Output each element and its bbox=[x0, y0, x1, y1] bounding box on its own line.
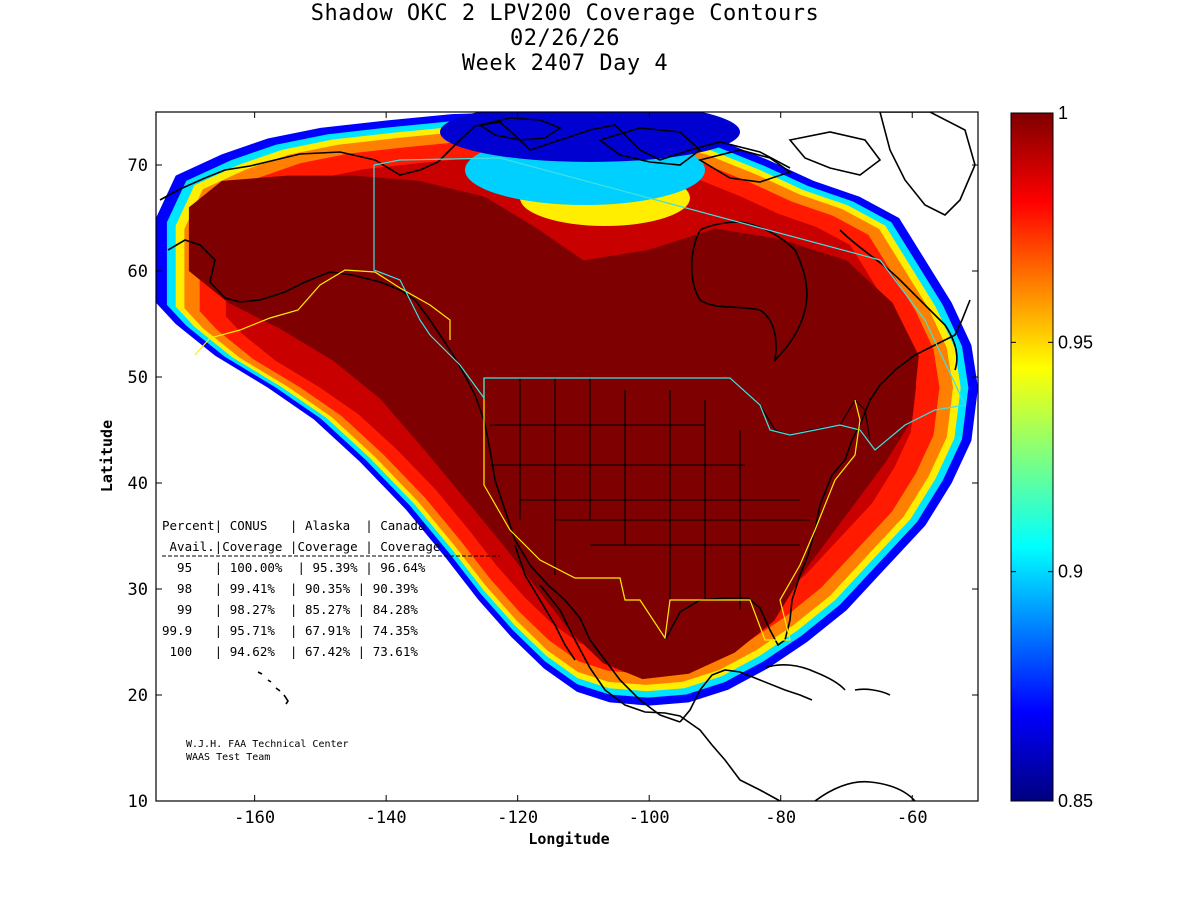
coastline-alaska-westcoast bbox=[159, 121, 791, 201]
stats-row: 95 | 100.00% | 95.39% | 96.64% bbox=[162, 560, 426, 575]
boundary-alaska-yellow bbox=[194, 269, 451, 356]
title-line-1: Shadow OKC 2 LPV200 Coverage Contours bbox=[310, 1, 820, 26]
x-tick-label: -140 bbox=[366, 808, 407, 828]
coastline-alaska-peninsula bbox=[167, 239, 681, 723]
arctic-notch-blue bbox=[440, 112, 740, 162]
title-line-3: Week 2407 Day 4 bbox=[461, 51, 669, 76]
y-tick-label: 10 bbox=[128, 792, 148, 812]
stats-row: 99 | 98.27% | 85.27% | 84.28% bbox=[162, 602, 418, 617]
coastline-hudson-bay bbox=[690, 221, 808, 363]
y-tick-label: 40 bbox=[128, 474, 148, 494]
boundary-canada-cyan bbox=[373, 157, 966, 451]
colorbar-tick-label: 0.95 bbox=[1058, 332, 1093, 352]
coastline-baja bbox=[514, 544, 576, 661]
stats-table: Percent| CONUS | Alaska | Canada Avail.|… bbox=[162, 518, 500, 659]
y-tick-label: 70 bbox=[128, 156, 148, 176]
colorbar bbox=[1010, 112, 1054, 802]
x-tick-label: -60 bbox=[897, 808, 928, 828]
colorbar-tick-label: 1 bbox=[1058, 103, 1068, 123]
coastline-hispaniola bbox=[854, 688, 891, 696]
coastline-mexico bbox=[539, 584, 781, 801]
stats-row: 99.9 | 95.71% | 67.91% | 74.35% bbox=[162, 623, 418, 638]
boundary-conus-yellow bbox=[483, 378, 861, 641]
x-tick-label: -120 bbox=[497, 808, 538, 828]
y-tick-label: 50 bbox=[128, 368, 148, 388]
y-axis-ticks: 10 20 30 40 50 60 70 bbox=[128, 156, 978, 812]
stats-header-1: Percent| CONUS | Alaska | Canada bbox=[162, 518, 425, 533]
y-tick-label: 60 bbox=[128, 262, 148, 282]
x-axis-label: Longitude bbox=[528, 830, 609, 848]
coastline-hawaii bbox=[257, 671, 289, 705]
y-tick-label: 30 bbox=[128, 580, 148, 600]
contour-band-core bbox=[188, 175, 919, 680]
coastline-labrador bbox=[839, 229, 958, 371]
credit-line-2: WAAS Test Team bbox=[186, 752, 270, 763]
coastline-cuba bbox=[764, 663, 846, 691]
coastline-south-america bbox=[814, 780, 916, 801]
stats-header-2: Avail.|Coverage |Coverage | Coverage bbox=[162, 539, 440, 554]
coastline-greenland bbox=[879, 112, 976, 216]
coastline-us-east-gulf bbox=[679, 669, 813, 723]
colorbar-tick-label: 0.9 bbox=[1058, 562, 1083, 582]
region-boundaries bbox=[194, 157, 966, 641]
coastlines bbox=[159, 112, 976, 801]
stats-row: 98 | 99.41% | 90.35% | 90.39% bbox=[162, 581, 418, 596]
x-axis-ticks: -160 -140 -120 -100 -80 -60 bbox=[234, 112, 928, 828]
colorbar-tick-label: 0.85 bbox=[1058, 791, 1093, 811]
y-tick-label: 20 bbox=[128, 686, 148, 706]
contour-layers bbox=[156, 112, 978, 801]
stats-row: 100 | 94.62% | 67.42% | 73.61% bbox=[162, 644, 418, 659]
x-tick-label: -80 bbox=[765, 808, 796, 828]
x-tick-label: -160 bbox=[234, 808, 275, 828]
credit-line-1: W.J.H. FAA Technical Center bbox=[186, 739, 349, 750]
plot-frame bbox=[155, 111, 979, 802]
title-line-2: 02/26/26 bbox=[510, 26, 620, 51]
x-tick-label: -100 bbox=[629, 808, 670, 828]
coastline-arctic-islands bbox=[478, 117, 882, 183]
colorbar-ticks: 1 0.95 0.9 0.85 bbox=[1011, 103, 1093, 811]
y-axis-label: Latitude bbox=[98, 420, 116, 492]
